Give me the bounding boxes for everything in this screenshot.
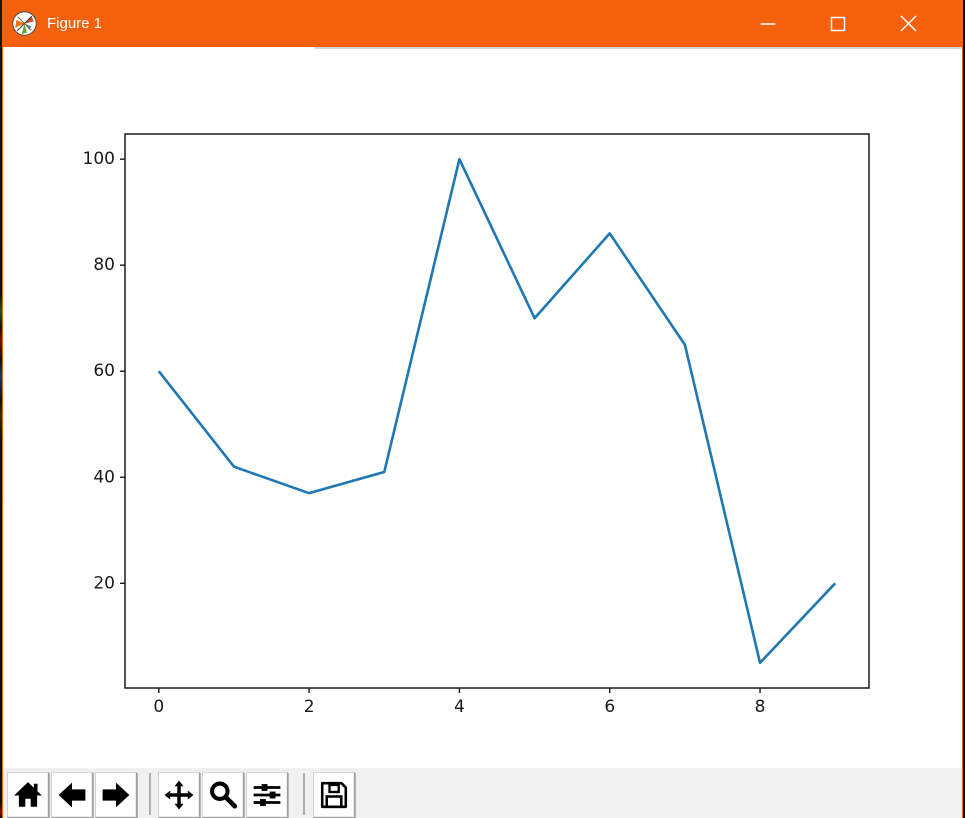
magnifier-icon: [210, 781, 238, 809]
toolbar-separator: [303, 773, 305, 815]
y-tick-label: 60: [93, 361, 115, 381]
sliders-icon: [253, 784, 281, 806]
floppy-disk-icon: [320, 781, 348, 809]
desktop-background-sliver: [0, 0, 3, 818]
matplotlib-logo-icon: [12, 11, 37, 36]
forward-button[interactable]: [95, 772, 137, 818]
line-chart: 0 2 4 6 8 20 40 60 80 100: [83, 133, 870, 717]
y-tick-label: 40: [93, 467, 115, 487]
back-button[interactable]: [51, 772, 93, 818]
home-icon: [14, 782, 42, 807]
background-window-edge: [315, 47, 962, 49]
minimize-icon: [760, 22, 776, 25]
title-bar[interactable]: Figure 1: [3, 0, 962, 47]
figure-canvas[interactable]: 0 2 4 6 8 20 40 60 80 100: [3, 47, 962, 768]
maximize-icon: [830, 16, 846, 31]
x-tick-label: 2: [304, 697, 315, 717]
maximize-button[interactable]: [815, 0, 861, 47]
home-button[interactable]: [7, 772, 49, 818]
axes-spines: [124, 133, 870, 689]
toolbar-separator: [149, 773, 151, 815]
y-tick-label: 80: [93, 255, 115, 275]
data-line: [157, 157, 837, 665]
x-tick-label: 8: [755, 697, 766, 717]
save-button[interactable]: [313, 772, 355, 818]
x-tick-label: 0: [153, 697, 164, 717]
close-icon: [899, 15, 917, 32]
x-tick-label: 4: [454, 697, 465, 717]
y-tick-label: 20: [93, 573, 115, 593]
minimize-button[interactable]: [745, 0, 791, 47]
close-button[interactable]: [885, 0, 931, 47]
configure-subplots-button[interactable]: [246, 772, 288, 818]
pan-move-icon: [164, 780, 194, 810]
forward-arrow-icon: [102, 782, 130, 808]
y-tick-label: 100: [83, 149, 115, 169]
window-title: Figure 1: [47, 15, 103, 32]
zoom-button[interactable]: [202, 772, 244, 818]
navigation-toolbar: [3, 768, 962, 818]
axes-background: [125, 134, 869, 688]
back-arrow-icon: [58, 782, 86, 808]
x-tick-label: 6: [604, 697, 615, 717]
pan-button[interactable]: [158, 772, 200, 818]
